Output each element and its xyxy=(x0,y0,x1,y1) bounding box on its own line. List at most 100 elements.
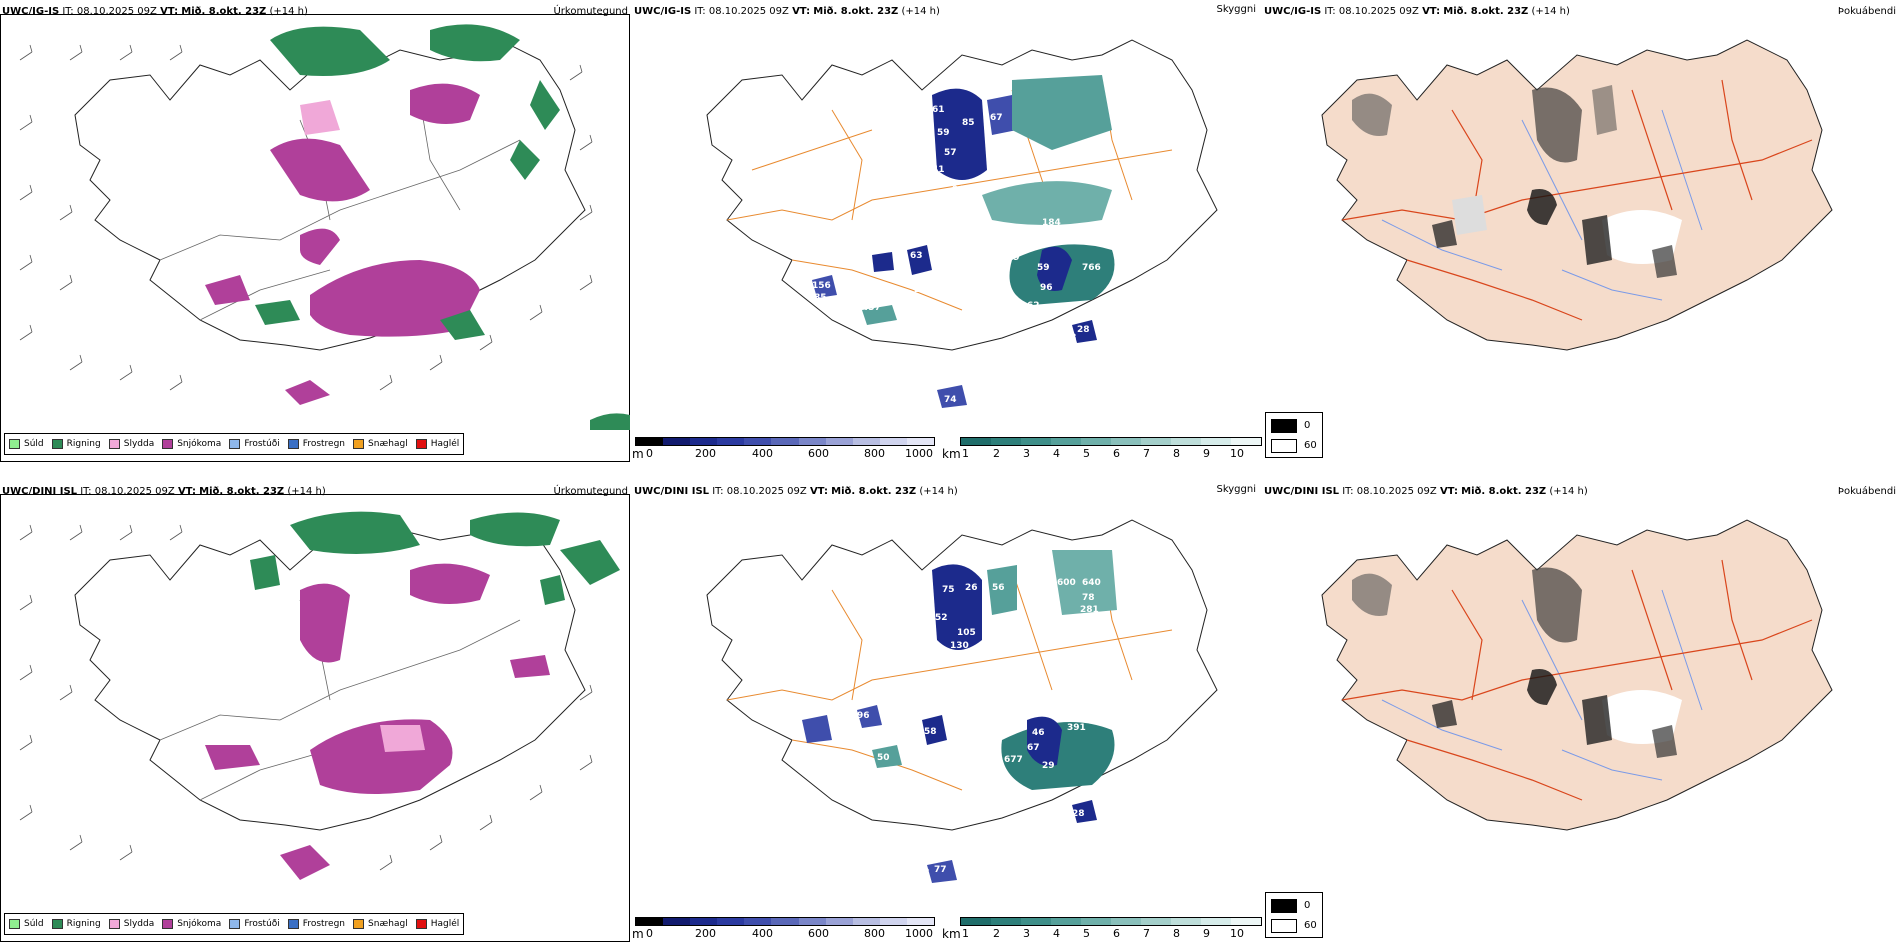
visibility-color-step xyxy=(1141,438,1171,445)
fog-swatch-0 xyxy=(1271,899,1297,913)
ceiling-tick: 200 xyxy=(695,927,716,940)
visibility-tick: 1 xyxy=(962,927,969,940)
legend-label: Haglél xyxy=(430,439,460,449)
legend-swatch xyxy=(51,919,63,929)
visibility-color-step xyxy=(1051,438,1081,445)
panel-header: UWC/DINI ISL IT: 08.10.2025 09Z VT: Mið.… xyxy=(1264,486,1588,497)
init-time: 08.10.2025 09Z xyxy=(708,6,789,17)
vt-label: VT: xyxy=(809,486,828,497)
roads xyxy=(726,79,1173,311)
valid-time: Mið. 8.okt. 23Z xyxy=(199,486,285,497)
ceiling-color-step xyxy=(852,918,880,925)
fog-legend: 0 60 xyxy=(1265,412,1323,458)
ceiling-tick: 0 xyxy=(646,927,653,940)
panel-header: UWC/IG-IS IT: 08.10.2025 09Z VT: Mið. 8.… xyxy=(2,6,308,17)
legend-label: Snjókoma xyxy=(177,919,222,929)
visibility-label: 96 xyxy=(857,711,870,721)
valid-time: Mið. 8.okt. 23Z xyxy=(1443,6,1529,17)
rivers xyxy=(1381,109,1703,301)
visibility-unit: km xyxy=(942,447,961,461)
panel-title: Skyggni xyxy=(1216,484,1256,495)
model-name: UWC/DINI ISL xyxy=(2,486,78,497)
visibility-colorbar xyxy=(960,917,1262,926)
visibility-colorbar xyxy=(960,437,1262,446)
legend-swatch xyxy=(287,439,299,449)
visibility-areas xyxy=(812,75,1115,408)
visibility-color-step xyxy=(1171,918,1201,925)
roads xyxy=(1341,79,1813,321)
legend-item: Súld xyxy=(9,919,44,929)
precip-map xyxy=(19,24,630,430)
visibility-tick: 10 xyxy=(1230,447,1244,460)
visibility-label: 9 xyxy=(1027,568,1033,578)
it-label: IT: xyxy=(1324,6,1336,17)
visibility-color-step xyxy=(1021,438,1051,445)
visibility-tick: 9 xyxy=(1203,927,1210,940)
visibility-label: 457 xyxy=(862,303,881,313)
visibility-color-step xyxy=(1171,438,1201,445)
ceiling-color-step xyxy=(906,918,935,925)
ceiling-color-step xyxy=(717,438,745,445)
init-time: 08.10.2025 09Z xyxy=(1338,6,1419,17)
legend-label: Slydda xyxy=(123,919,155,929)
legend-swatch xyxy=(229,919,241,929)
model-name: UWC/DINI ISL xyxy=(1264,486,1340,497)
wind-barbs xyxy=(19,44,593,391)
visibility-tick: 4 xyxy=(1053,927,1060,940)
visibility-color-step xyxy=(1081,438,1111,445)
visibility-label: 49 xyxy=(1007,253,1020,263)
init-time: 08.10.2025 09Z xyxy=(1356,486,1437,497)
it-label: IT: xyxy=(712,486,724,497)
map-frame xyxy=(0,494,630,942)
legend-label: Súld xyxy=(24,919,44,929)
ceiling-color-step xyxy=(636,918,664,925)
legend-item: Frostúði xyxy=(229,439,280,449)
ceiling-color-step xyxy=(798,438,826,445)
model-name: UWC/IG-IS xyxy=(2,6,60,17)
ceiling-colorbar xyxy=(635,437,935,446)
ceiling-tick: 200 xyxy=(695,447,716,460)
precip-areas xyxy=(205,24,630,430)
fog-legend: 0 60 xyxy=(1265,892,1323,938)
visibility-label: 677 xyxy=(1004,755,1023,765)
rivers xyxy=(1381,589,1703,781)
vt-label: VT: xyxy=(177,486,196,497)
legend-label: Frostregn xyxy=(302,919,346,929)
visibility-tick: 3 xyxy=(1023,927,1030,940)
iceland-land xyxy=(1321,39,1833,351)
ceiling-color-step xyxy=(771,438,799,445)
init-time: 08.10.2025 09Z xyxy=(76,6,157,17)
lead-time: (+14 h) xyxy=(1531,6,1570,17)
visibility-label: 67 xyxy=(1027,743,1040,753)
it-label: IT: xyxy=(62,6,74,17)
visibility-labels: 59 57 41 94 85 67 61 63 102 184 49 766 5… xyxy=(812,105,1101,405)
legend-label: Frostúði xyxy=(244,919,280,929)
fog-label: 60 xyxy=(1304,920,1317,931)
init-time: 08.10.2025 09Z xyxy=(726,486,807,497)
lead-time: (+14 h) xyxy=(287,486,326,497)
ceiling-color-step xyxy=(825,918,853,925)
visibility-label: 105 xyxy=(957,628,976,638)
visibility-tick: 6 xyxy=(1113,927,1120,940)
visibility-label: 77 xyxy=(934,865,947,875)
visibility-tick: 2 xyxy=(993,927,1000,940)
ceiling-tick: 1000 xyxy=(905,927,933,940)
roads xyxy=(1341,559,1813,801)
fog-label: 0 xyxy=(1304,900,1311,911)
lead-time: (+14 h) xyxy=(269,6,308,17)
panel-header: UWC/DINI ISL IT: 08.10.2025 09Z VT: Mið.… xyxy=(2,486,326,497)
visibility-color-step xyxy=(1231,438,1261,445)
legend-label: Súld xyxy=(24,439,44,449)
visibility-color-step xyxy=(961,438,991,445)
legend-label: Snæhagl xyxy=(368,919,408,929)
fog-swatch-0 xyxy=(1271,419,1297,433)
visibility-color-step xyxy=(991,918,1021,925)
visibility-label: 391 xyxy=(1067,723,1086,733)
legend-item: Snjókoma xyxy=(162,439,221,449)
model-name: UWC/DINI ISL xyxy=(634,486,710,497)
ceiling-unit: m xyxy=(632,927,644,941)
visibility-label: 28 xyxy=(1077,325,1090,335)
model-name: UWC/IG-IS xyxy=(1264,6,1322,17)
map-frame xyxy=(0,14,630,462)
visibility-label: 63 xyxy=(910,251,923,261)
